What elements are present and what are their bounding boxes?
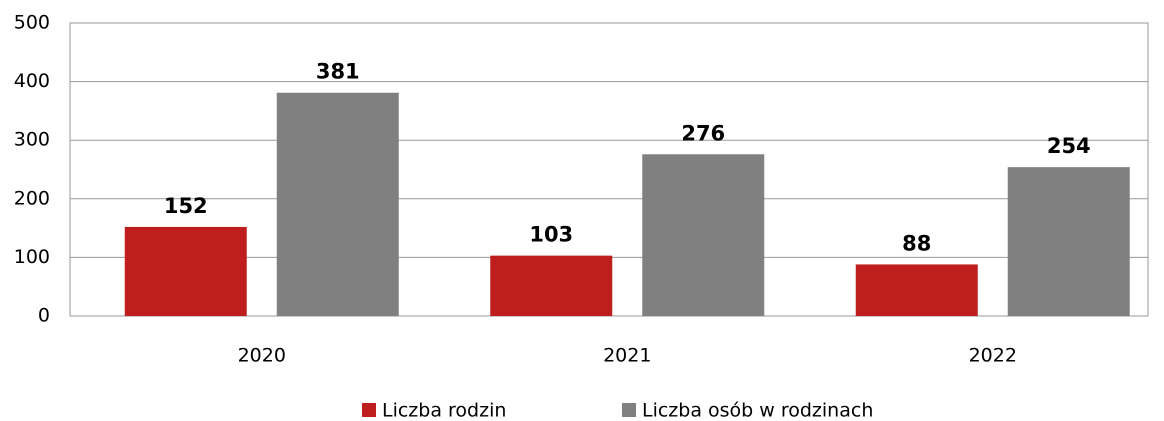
data-label: 88 bbox=[902, 231, 931, 255]
data-label: 254 bbox=[1047, 134, 1091, 158]
legend-swatch bbox=[622, 403, 636, 417]
bar bbox=[276, 92, 399, 316]
legend-swatch bbox=[362, 403, 376, 417]
bar bbox=[1007, 167, 1130, 316]
y-tick-label: 400 bbox=[14, 70, 50, 92]
bar bbox=[642, 154, 765, 316]
legend-label: Liczba osób w rodzinach bbox=[642, 400, 873, 421]
y-tick-label: 200 bbox=[14, 187, 50, 209]
bar bbox=[490, 255, 613, 316]
bar bbox=[855, 264, 978, 316]
data-label: 103 bbox=[529, 223, 573, 247]
x-tick-label: 2020 bbox=[238, 345, 286, 367]
data-label: 381 bbox=[316, 60, 360, 84]
y-tick-label: 100 bbox=[14, 246, 50, 268]
bar bbox=[124, 226, 247, 316]
y-tick-label: 300 bbox=[14, 129, 50, 151]
data-label: 152 bbox=[164, 194, 208, 218]
x-tick-label: 2022 bbox=[969, 345, 1017, 367]
x-tick-label: 2021 bbox=[603, 345, 651, 367]
legend-label: Liczba rodzin bbox=[382, 400, 506, 421]
data-label: 276 bbox=[681, 121, 725, 145]
y-tick-label: 0 bbox=[38, 305, 50, 327]
y-tick-label: 500 bbox=[14, 12, 50, 34]
